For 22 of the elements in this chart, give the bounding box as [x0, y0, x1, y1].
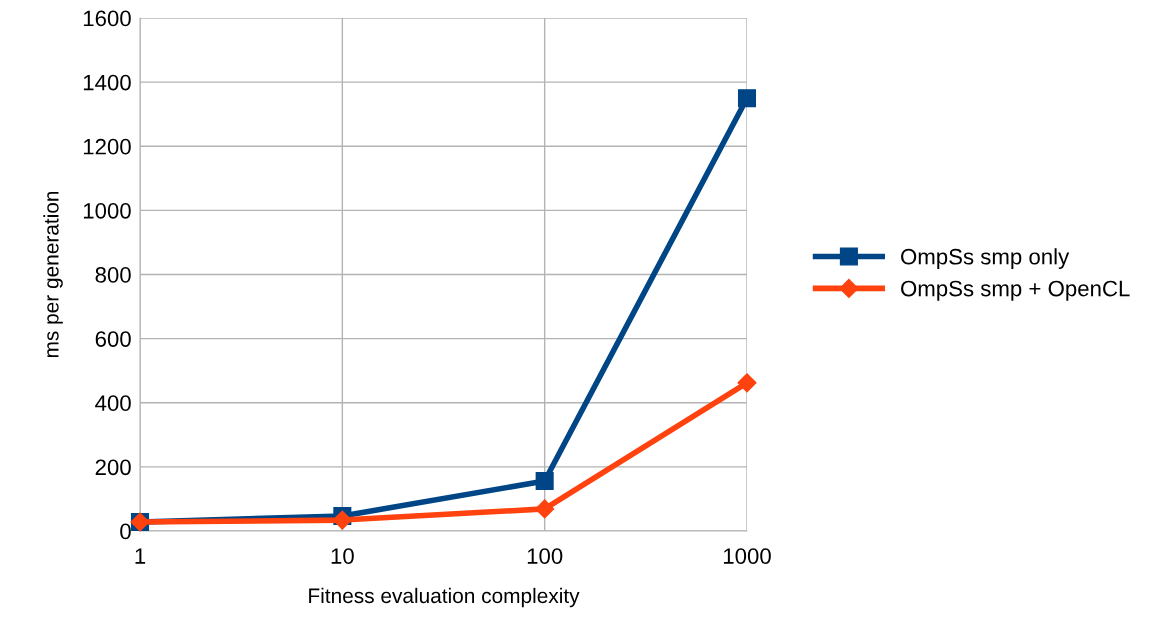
y-tick-label: 800 [95, 267, 131, 283]
x-tick-label: 1000 [723, 548, 771, 564]
point [535, 499, 555, 519]
x-tick-label: 1 [135, 548, 146, 564]
legend-label: OmpSs smp + OpenCL [901, 280, 1130, 301]
legend-label: OmpSs smp only [901, 248, 1070, 269]
x-axis-title: Fitness evaluation complexity [309, 587, 580, 608]
y-axis-title: ms per generation [43, 191, 63, 358]
point [332, 510, 352, 530]
y-tick-label: 600 [95, 331, 131, 347]
y-tick-label: 1600 [83, 10, 131, 27]
x-tick-label: 10 [331, 548, 354, 564]
y-tick-label: 0 [120, 523, 131, 540]
y-tick-label: 1000 [83, 202, 131, 219]
y-tick-label: 1400 [83, 74, 131, 91]
x-tick-label: 100 [527, 548, 563, 564]
y-tick-label: 1200 [83, 138, 131, 155]
point [737, 89, 757, 108]
y-tick-label: 200 [95, 459, 131, 476]
y-tick-label: 400 [95, 395, 131, 412]
point [535, 471, 554, 491]
point [737, 373, 757, 393]
